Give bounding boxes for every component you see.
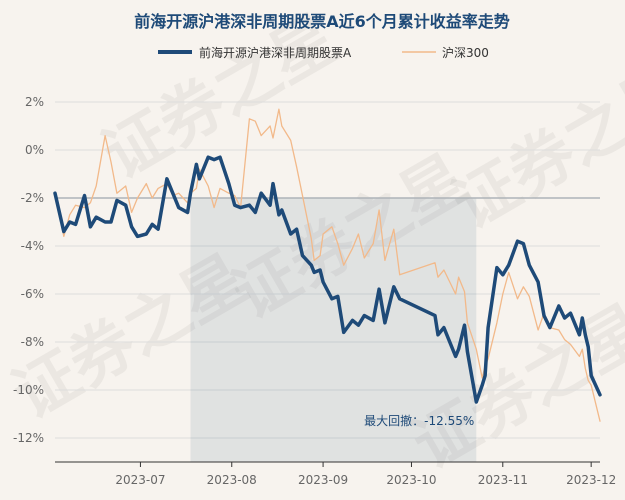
- y-tick-label: 0%: [25, 143, 44, 157]
- y-axis: 2% 0% -2% -4% -6% -8% -10% -12%: [13, 95, 44, 445]
- series-line-index: [54, 108, 601, 422]
- x-tick-label: 2023-09: [298, 473, 348, 487]
- chart-title: 前海开源沪港深非周期股票A近6个月累计收益率走势: [134, 12, 510, 31]
- drawdown-label: 最大回撤：-12.55%: [364, 413, 474, 428]
- legend: 前海开源沪港深非周期股票A 沪深300: [158, 45, 489, 60]
- y-tick-label: -4%: [21, 239, 44, 253]
- series-layer: [53, 108, 602, 422]
- y-tick-label: -10%: [13, 383, 44, 397]
- x-tick-label: 2023-11: [478, 473, 528, 487]
- legend-label-fund: 前海开源沪港深非周期股票A: [199, 45, 352, 60]
- y-tick-label: -2%: [21, 191, 44, 205]
- y-tick-label: 2%: [25, 95, 44, 109]
- y-tick-label: -8%: [21, 335, 44, 349]
- y-tick-label: -12%: [13, 431, 44, 445]
- legend-label-index: 沪深300: [442, 46, 489, 60]
- series-line-fund: [53, 155, 602, 404]
- drawdown-area: [190, 198, 477, 462]
- x-tick-label: 2023-12: [566, 473, 616, 487]
- x-tick-label: 2023-10: [386, 473, 436, 487]
- drawdown-region: 最大回撤：-12.55%: [55, 197, 600, 462]
- x-axis: 2023-07 2023-08 2023-09 2023-10 2023-11 2023-…: [55, 461, 616, 487]
- x-tick-label: 2023-07: [115, 473, 165, 487]
- y-tick-label: -6%: [21, 287, 44, 301]
- x-tick-label: 2023-08: [207, 473, 257, 487]
